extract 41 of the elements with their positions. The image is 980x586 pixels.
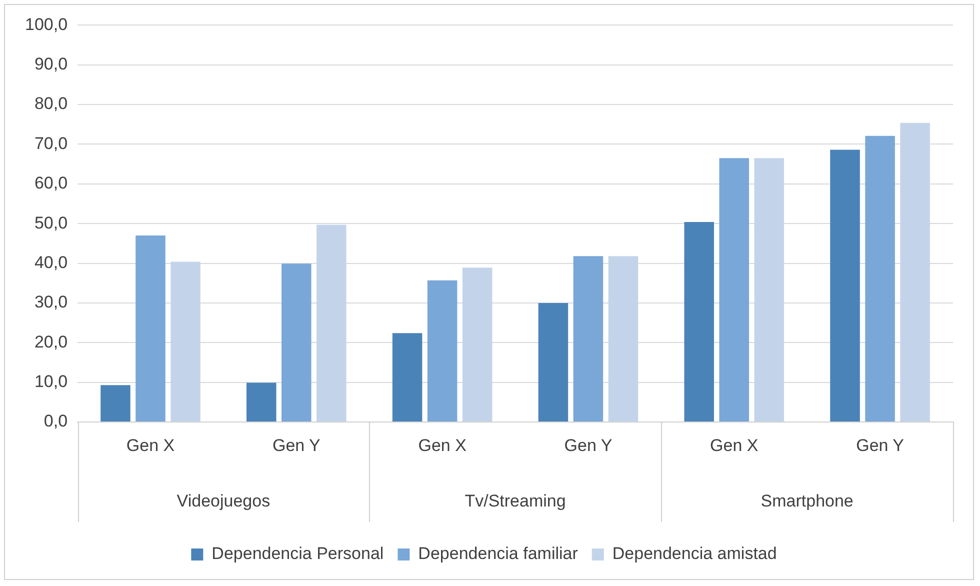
bar — [684, 222, 714, 422]
bar — [462, 268, 492, 422]
x-tick-label: Gen Y — [856, 436, 904, 455]
x-tick-label: Gen X — [710, 436, 758, 455]
y-tick-label: 60,0 — [34, 174, 68, 193]
x-tick-label: Gen Y — [272, 436, 320, 455]
y-tick-label: 70,0 — [34, 134, 68, 153]
y-tick-label: 50,0 — [34, 213, 68, 232]
y-tick-label: 90,0 — [34, 54, 68, 74]
text: Tv/Streaming — [464, 492, 566, 511]
x-tick-label: Gen X — [126, 436, 175, 455]
y-tick-label: 40,0 — [34, 252, 68, 272]
bar — [719, 158, 750, 422]
bar — [392, 333, 422, 422]
bar — [170, 262, 200, 422]
bar — [865, 136, 895, 422]
bar — [608, 256, 638, 422]
bar — [282, 264, 312, 422]
legend-label: Dependencia Personal — [212, 544, 384, 564]
bar — [427, 280, 458, 422]
bar — [754, 158, 784, 422]
x-tick-label: Gen Y — [564, 436, 612, 455]
bar — [830, 150, 860, 422]
text: Smartphone — [760, 492, 854, 511]
bar — [316, 224, 346, 422]
y-tick-label: 30,0 — [34, 292, 68, 312]
bar — [136, 236, 166, 422]
bar — [573, 256, 604, 422]
bar — [538, 302, 568, 422]
y-tick-label: 0,0 — [44, 412, 68, 431]
legend-label: Dependencia amistad — [612, 544, 777, 564]
text: Videojuegos — [176, 492, 270, 511]
y-tick-label: 100,0 — [24, 14, 68, 34]
legend-label: Dependencia familiar — [418, 544, 578, 564]
y-tick-label: 80,0 — [34, 94, 68, 114]
bar — [100, 385, 130, 422]
bar — [246, 382, 276, 422]
y-tick-label: 10,0 — [34, 372, 68, 392]
bar — [900, 122, 930, 422]
y-tick-label: 20,0 — [34, 332, 68, 352]
x-tick-label: Gen X — [418, 436, 466, 455]
